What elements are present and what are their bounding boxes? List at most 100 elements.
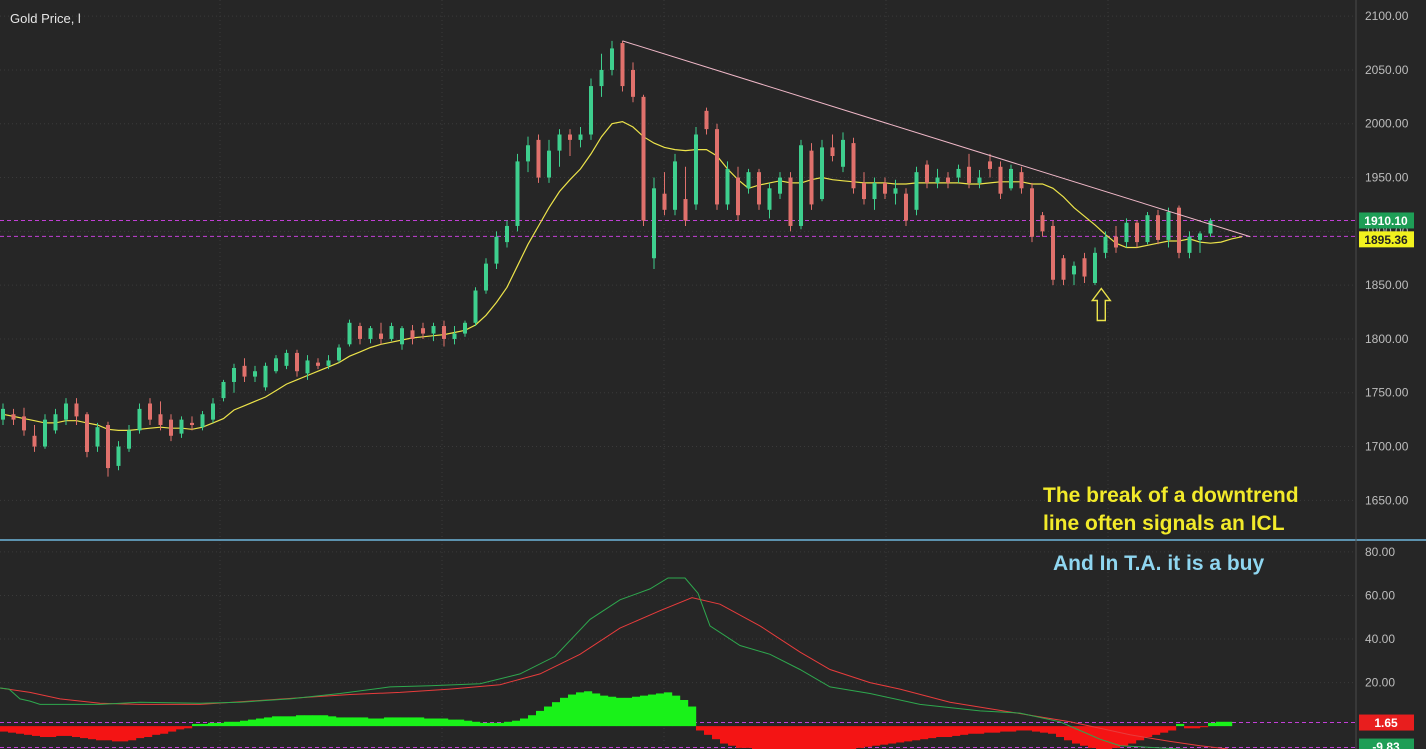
- bar-body: [1145, 215, 1150, 243]
- histogram-bar: [1048, 726, 1057, 734]
- bar-body: [431, 326, 436, 334]
- histogram-bar: [280, 716, 289, 727]
- price-bar: [116, 441, 121, 471]
- histogram-bar: [1184, 726, 1193, 729]
- bar-body: [85, 414, 89, 452]
- price-bar: [274, 355, 278, 374]
- bar-body: [400, 328, 404, 345]
- histogram-bar: [608, 696, 617, 727]
- histogram-bar: [952, 726, 961, 736]
- histogram-bar: [48, 726, 57, 738]
- bar-body: [263, 365, 268, 388]
- bar-body: [242, 365, 247, 377]
- price-bar: [904, 188, 908, 226]
- histogram-bar: [360, 717, 369, 727]
- histogram-bar: [704, 726, 713, 735]
- price-bar: [179, 416, 184, 438]
- bar-body: [22, 416, 26, 431]
- y-tick-label: 60.00: [1365, 588, 1395, 602]
- price-bar: [799, 139, 803, 230]
- price-bar: [473, 287, 478, 327]
- bar-body: [526, 145, 530, 162]
- bar-body: [967, 166, 971, 183]
- histogram-bar: [720, 726, 729, 744]
- bar-body: [347, 322, 352, 345]
- bar-body: [305, 360, 310, 374]
- histogram-bar: [1000, 726, 1009, 732]
- bar-body: [652, 188, 656, 259]
- price-bar: [1156, 209, 1160, 245]
- price-bar: [53, 408, 58, 434]
- price-bar: [914, 166, 919, 216]
- histogram-bar: [664, 692, 673, 727]
- bar-body: [589, 86, 593, 135]
- price-bar: [11, 408, 16, 426]
- y-tick-label: 2050.00: [1365, 63, 1409, 77]
- histogram-bar: [624, 697, 633, 727]
- bar-body: [599, 69, 604, 87]
- histogram-bar: [1104, 726, 1113, 749]
- histogram-bar: [112, 726, 121, 742]
- badge-bg: [1359, 231, 1414, 248]
- bar-body: [757, 172, 761, 205]
- histogram-bar: [248, 719, 257, 727]
- histogram-bar: [160, 726, 169, 734]
- histogram-bar: [920, 726, 929, 740]
- price-bar: [757, 168, 761, 210]
- price-bar: [442, 320, 446, 347]
- histogram-bar: [1112, 726, 1121, 748]
- price-bar: [830, 134, 835, 162]
- bar-body: [190, 422, 194, 426]
- price-bar: [967, 153, 971, 189]
- histogram-bar: [152, 726, 161, 735]
- price-bar: [988, 153, 992, 178]
- price-bar: [851, 137, 856, 194]
- price-bar: [452, 326, 457, 345]
- bar-body: [148, 403, 152, 420]
- bar-body: [1040, 215, 1045, 232]
- histogram-bar: [472, 721, 481, 727]
- histogram-bar: [880, 726, 889, 745]
- histogram-bar: [216, 722, 225, 727]
- histogram-bar: [0, 726, 9, 732]
- price-bar: [200, 411, 205, 431]
- price-bar: [326, 355, 331, 370]
- price-bar: [883, 177, 887, 200]
- histogram-bar: [296, 715, 305, 727]
- bar-body: [610, 48, 614, 70]
- bar-body: [736, 177, 740, 216]
- bar-body: [809, 150, 814, 205]
- y-tick-label: 2000.00: [1365, 117, 1409, 131]
- bar-body: [64, 403, 68, 420]
- histogram-bar: [320, 715, 329, 727]
- histogram-bar: [504, 721, 513, 727]
- price-bar: [893, 179, 898, 205]
- histogram-bar: [600, 695, 609, 727]
- badge-label: 1910.10: [1364, 214, 1408, 228]
- histogram-bar: [312, 715, 321, 727]
- price-bar: [43, 414, 47, 449]
- histogram-bar: [1072, 726, 1081, 744]
- oscillator: [0, 577, 1356, 749]
- price-bar: [641, 94, 646, 226]
- bar-body: [662, 193, 667, 210]
- price-bar: [211, 398, 215, 423]
- histogram-bar: [832, 726, 841, 749]
- bar-body: [169, 419, 173, 436]
- bar-body: [232, 367, 236, 382]
- histogram-bar: [448, 719, 457, 727]
- histogram-bar: [936, 726, 945, 738]
- y-tick-label: 1850.00: [1365, 278, 1409, 292]
- histogram-bar: [408, 717, 417, 727]
- histogram-bar: [904, 726, 913, 742]
- slow-line: [0, 597, 1229, 749]
- annotation-line-2: line often signals an ICL: [1043, 512, 1285, 535]
- histogram-bar: [696, 726, 705, 731]
- price-bar: [74, 398, 79, 426]
- bar-body: [326, 360, 331, 366]
- price-bar: [1124, 218, 1129, 248]
- histogram-bar: [992, 726, 1001, 733]
- badge-bg: [1359, 212, 1414, 229]
- histogram-bar: [576, 692, 585, 727]
- histogram-bar: [816, 726, 825, 749]
